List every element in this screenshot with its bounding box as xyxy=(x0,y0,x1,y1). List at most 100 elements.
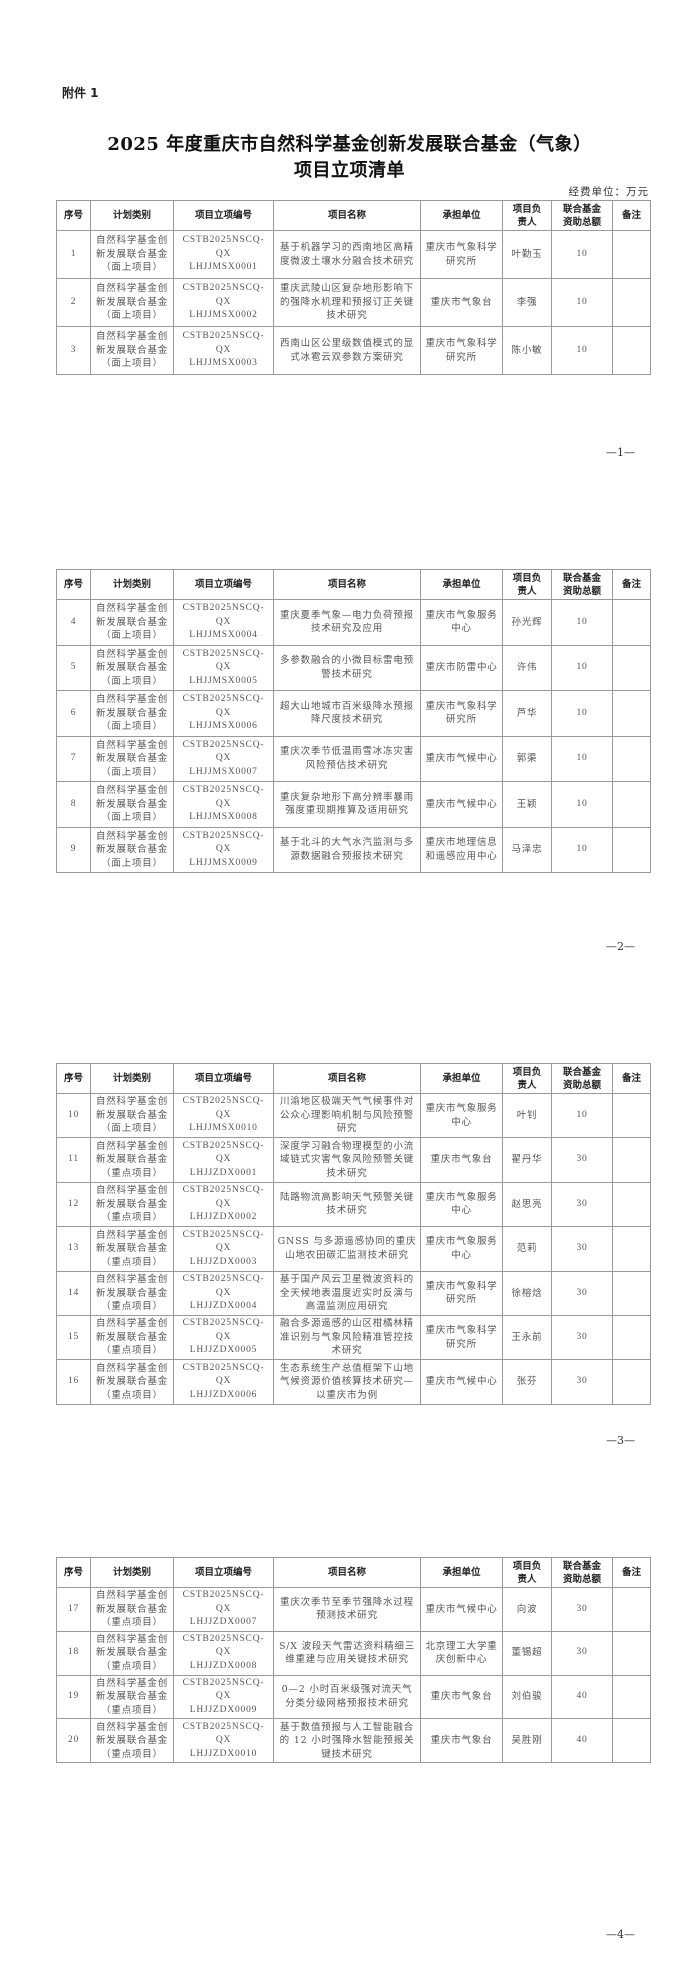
table-row: 9 自然科学基金创 新发展联合基金 （面上项目） CSTB2025NSCQ-QX LHJJ… xyxy=(56,826,651,873)
remarks-cell xyxy=(612,690,651,737)
column-header-project-code: 项目立项编号 xyxy=(173,200,274,231)
table-row: 12 自然科学基金创 新发展联合基金 （重点项目） CSTB2025NSCQ-QX LHJ… xyxy=(56,1181,651,1228)
column-header-funding-amount: 联合基金资助总额 xyxy=(551,569,613,600)
host-unit-cell: 北京理工大学重庆创新中心 xyxy=(420,1630,503,1676)
project-name-cell: GNSS 与多源遥感协同的重庆山地农田碳汇监测技术研究 xyxy=(273,1226,421,1272)
project-code-cell: CSTB2025NSCQ-QX LHJJZDX0004 xyxy=(173,1270,274,1316)
column-header-host-unit: 承担单位 xyxy=(420,569,503,600)
remarks-cell xyxy=(612,326,651,375)
host-unit-cell: 重庆市气象科学研究所 xyxy=(420,1270,503,1316)
table-row: 15 自然科学基金创 新发展联合基金 （重点项目） CSTB2025NSCQ-QX LHJ… xyxy=(56,1314,651,1361)
host-unit-cell: 重庆市气象科学研究所 xyxy=(420,690,503,737)
remarks-cell xyxy=(612,1226,651,1272)
document-title: 2025 年度重庆市自然科学基金创新发展联合基金（气象） xyxy=(107,134,592,155)
host-unit-cell: 重庆市气象台 xyxy=(420,1674,503,1720)
funding-amount-cell: 30 xyxy=(551,1226,613,1272)
project-table-page-3: 序号 计划类别 项目立项编号 项目名称 承担单位 项目负责人 联合基金资助总额 备注 10 自然科… xyxy=(56,1063,651,1405)
project-leader-cell: 许伟 xyxy=(502,644,552,691)
serial-number-cell: 5 xyxy=(56,644,91,691)
table-header-row: 序号 计划类别 项目立项编号 项目名称 承担单位 项目负责人 联合基金资助总额 备注 xyxy=(56,200,651,231)
host-unit-cell: 重庆市防雷中心 xyxy=(420,644,503,691)
project-name-cell: 基于机器学习的西南地区高精度微波土壤水分融合技术研究 xyxy=(273,230,421,279)
plan-category-cell: 自然科学基金创 新发展联合基金 （重点项目） xyxy=(90,1630,174,1676)
funding-amount-cell: 10 xyxy=(551,735,613,782)
plan-category-cell: 自然科学基金创 新发展联合基金 （面上项目） xyxy=(90,1092,174,1139)
project-code-cell: CSTB2025NSCQ-QX LHJJMSX0004 xyxy=(173,599,274,646)
host-unit-cell: 重庆市气象科学研究所 xyxy=(420,326,503,375)
funding-amount-cell: 30 xyxy=(551,1359,613,1405)
serial-number-cell: 6 xyxy=(56,690,91,737)
project-leader-cell: 董锡超 xyxy=(502,1630,552,1676)
funding-amount-cell: 10 xyxy=(551,278,613,327)
remarks-cell xyxy=(612,1314,651,1361)
project-code-cell: CSTB2025NSCQ-QX LHJJZDX0002 xyxy=(173,1181,274,1228)
project-code-cell: CSTB2025NSCQ-QX LHJJMSX0001 xyxy=(173,230,274,279)
project-name-cell: S/X 波段天气雷达资料精细三维重建与应用关键技术研究 xyxy=(273,1630,421,1676)
remarks-cell xyxy=(612,1718,651,1764)
project-code-cell: CSTB2025NSCQ-QX LHJJMSX0003 xyxy=(173,326,274,375)
project-code-cell: CSTB2025NSCQ-QX LHJJMSX0002 xyxy=(173,278,274,327)
funding-amount-cell: 10 xyxy=(551,326,613,375)
project-table-page-2: 序号 计划类别 项目立项编号 项目名称 承担单位 项目负责人 联合基金资助总额 备注 4 自然科学… xyxy=(56,569,651,873)
funding-amount-cell: 30 xyxy=(551,1587,613,1632)
column-header-plan-category: 计划类别 xyxy=(90,1063,174,1094)
page-number: —1— xyxy=(606,446,635,459)
remarks-cell xyxy=(612,735,651,782)
project-name-cell: 基于北斗的大气水汽监测与多源数据融合预报技术研究 xyxy=(273,826,421,873)
document-subtitle: 项目立项清单 xyxy=(294,160,405,181)
plan-category-cell: 自然科学基金创 新发展联合基金 （面上项目） xyxy=(90,326,174,375)
funding-amount-cell: 30 xyxy=(551,1137,613,1183)
column-header-plan-category: 计划类别 xyxy=(90,569,174,600)
funding-amount-cell: 30 xyxy=(551,1630,613,1676)
remarks-cell xyxy=(612,826,651,873)
project-name-cell: 0—2 小时百米级强对流天气分类分级网格预报技术研究 xyxy=(273,1674,421,1720)
project-name-cell: 融合多源遥感的山区柑橘林精准识别与气象风险精准管控技术研究 xyxy=(273,1314,421,1361)
project-leader-cell: 范莉 xyxy=(502,1226,552,1272)
remarks-cell xyxy=(612,1630,651,1676)
serial-number-cell: 9 xyxy=(56,826,91,873)
remarks-cell xyxy=(612,1092,651,1139)
host-unit-cell: 重庆市气象科学研究所 xyxy=(420,230,503,279)
project-name-cell: 重庆复杂地形下高分辨率暴雨强度重现期推算及适用研究 xyxy=(273,781,421,828)
host-unit-cell: 重庆市气候中心 xyxy=(420,1587,503,1632)
table-row: 4 自然科学基金创 新发展联合基金 （面上项目） CSTB2025NSCQ-QX LHJJ… xyxy=(56,599,651,646)
column-header-remarks: 备注 xyxy=(612,1557,651,1588)
project-code-cell: CSTB2025NSCQ-QX LHJJMSX0010 xyxy=(173,1092,274,1139)
project-code-cell: CSTB2025NSCQ-QX LHJJMSX0005 xyxy=(173,644,274,691)
remarks-cell xyxy=(612,1674,651,1720)
host-unit-cell: 重庆市气候中心 xyxy=(420,1359,503,1405)
table-row: 5 自然科学基金创 新发展联合基金 （面上项目） CSTB2025NSCQ-QX LHJJ… xyxy=(56,644,651,691)
project-code-cell: CSTB2025NSCQ-QX LHJJZDX0005 xyxy=(173,1314,274,1361)
project-leader-cell: 王永前 xyxy=(502,1314,552,1361)
host-unit-cell: 重庆市气象服务中心 xyxy=(420,599,503,646)
project-name-cell: 重庆夏季气象—电力负荷预报技术研究及应用 xyxy=(273,599,421,646)
project-leader-cell: 李强 xyxy=(502,278,552,327)
column-header-project-leader: 项目负责人 xyxy=(502,1063,552,1094)
funding-amount-cell: 10 xyxy=(551,599,613,646)
column-header-plan-category: 计划类别 xyxy=(90,1557,174,1588)
remarks-cell xyxy=(612,1587,651,1632)
plan-category-cell: 自然科学基金创 新发展联合基金 （重点项目） xyxy=(90,1359,174,1405)
remarks-cell xyxy=(612,278,651,327)
table-row: 8 自然科学基金创 新发展联合基金 （面上项目） CSTB2025NSCQ-QX LHJJ… xyxy=(56,781,651,828)
column-header-project-name: 项目名称 xyxy=(273,200,421,231)
serial-number-cell: 11 xyxy=(56,1137,91,1183)
plan-category-cell: 自然科学基金创 新发展联合基金 （重点项目） xyxy=(90,1674,174,1720)
table-row: 14 自然科学基金创 新发展联合基金 （重点项目） CSTB2025NSCQ-QX LHJ… xyxy=(56,1270,651,1316)
project-name-cell: 多参数融合的小微目标雷电预警技术研究 xyxy=(273,644,421,691)
project-leader-cell: 翟丹华 xyxy=(502,1137,552,1183)
table-row: 6 自然科学基金创 新发展联合基金 （面上项目） CSTB2025NSCQ-QX LHJJ… xyxy=(56,690,651,737)
column-header-project-code: 项目立项编号 xyxy=(173,1557,274,1588)
project-code-cell: CSTB2025NSCQ-QX LHJJZDX0007 xyxy=(173,1587,274,1632)
project-name-cell: 基于国产风云卫星微波资料的全天候地表温度近实时反演与高温监测应用研究 xyxy=(273,1270,421,1316)
project-leader-cell: 王颖 xyxy=(502,781,552,828)
remarks-cell xyxy=(612,1181,651,1228)
host-unit-cell: 重庆市气象台 xyxy=(420,278,503,327)
serial-number-cell: 17 xyxy=(56,1587,91,1632)
plan-category-cell: 自然科学基金创 新发展联合基金 （面上项目） xyxy=(90,230,174,279)
table-row: 19 自然科学基金创 新发展联合基金 （重点项目） CSTB2025NSCQ-QX LHJ… xyxy=(56,1674,651,1720)
remarks-cell xyxy=(612,1137,651,1183)
column-header-remarks: 备注 xyxy=(612,200,651,231)
project-name-cell: 基于数值预报与人工智能融合的 12 小时强降水智能预报关键技术研究 xyxy=(273,1718,421,1764)
project-name-cell: 重庆武陵山区复杂地形影响下的强降水机理和预报订正关键技术研究 xyxy=(273,278,421,327)
